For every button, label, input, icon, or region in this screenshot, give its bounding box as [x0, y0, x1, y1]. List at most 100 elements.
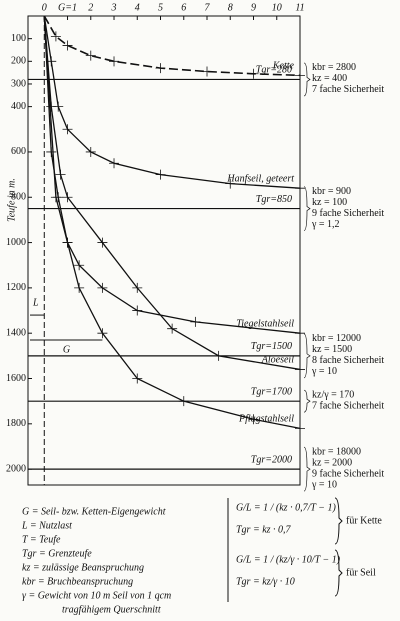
plot-frame: [27, 15, 301, 486]
marker: [46, 101, 57, 112]
formula: Tgr = kz · 0,7: [236, 524, 292, 535]
note-text: 7 fache Sicherheit: [312, 84, 384, 95]
note-brace: [303, 62, 311, 97]
marker: [62, 192, 73, 203]
marker: [248, 68, 259, 79]
x-tick-label: 6: [181, 2, 186, 13]
note-text: γ = 10: [311, 366, 337, 377]
y-axis-label: Teufe in m.: [6, 178, 17, 222]
x-tick-label: 7: [205, 2, 211, 13]
reference-label: Tgr=1700: [251, 386, 292, 397]
note-text: kz = 2000: [312, 457, 352, 468]
y-tick-label: 1400: [6, 327, 26, 338]
legend-note: G = Seil- bzw. Ketten-Eigengewicht: [22, 506, 166, 517]
marker: [46, 146, 57, 157]
formula-label: für Kette: [346, 515, 382, 526]
note-text: kbr = 900: [312, 186, 351, 197]
legend-note: tragfähigem Querschnitt: [62, 604, 161, 615]
note-text: kz/γ = 170: [312, 389, 354, 400]
note-text: 9 fache Sicherheit: [312, 468, 384, 479]
y-tick-label: 1800: [6, 418, 26, 429]
reference-label: Tgr=850: [256, 194, 292, 205]
marker: [167, 323, 178, 334]
series-line: [43, 15, 301, 189]
x-tick-label: 0: [42, 2, 47, 13]
marker: [55, 169, 66, 180]
marker: [132, 282, 143, 293]
reference-label: Tgr=1500: [251, 341, 292, 352]
marker: [50, 192, 61, 203]
reference-label: Tgr=280: [256, 65, 292, 76]
marker: [225, 178, 236, 189]
note-text: γ = 10: [311, 479, 337, 490]
marker: [155, 169, 166, 180]
marker: [295, 423, 305, 434]
legend-note: γ = Gewicht von 10 m Seil von 1 qcm: [22, 590, 171, 601]
marker: [190, 316, 201, 327]
note-text: kz = 400: [312, 73, 347, 84]
series-name: Pflugstahlseil: [238, 414, 294, 425]
series-line: [43, 15, 301, 429]
marker: [202, 66, 213, 77]
marker: [62, 124, 73, 135]
marker: [132, 373, 143, 384]
note-text: kbr = 18000: [312, 446, 361, 457]
note-brace: [303, 186, 311, 231]
marker: [295, 328, 305, 339]
series-name: Tiegelstahlseil: [236, 318, 294, 329]
formula-label: für Seil: [346, 567, 376, 578]
reference-label: Tgr=2000: [251, 454, 292, 465]
x-tick-label: 9: [251, 2, 256, 13]
note-text: kz = 1500: [312, 344, 352, 355]
marker: [295, 364, 305, 375]
x-tick-label: 2: [88, 2, 93, 13]
note-brace: [303, 333, 311, 379]
legend-note: kz = zulässige Beanspruchung: [22, 562, 144, 573]
series-name: Hanfseil, geteert: [226, 173, 294, 184]
y-tick-label: 2000: [6, 463, 26, 474]
marker: [74, 282, 85, 293]
x-tick-label: 4: [135, 2, 140, 13]
marker: [295, 183, 305, 194]
legend-note: kbr = Bruchbeanspruchung: [22, 576, 133, 587]
formula: G/L = 1 / (kz/γ · 10/T − 1): [236, 554, 341, 565]
y-tick-label: 1200: [6, 282, 26, 293]
marker: [295, 70, 305, 81]
marker: [50, 31, 61, 42]
formula-brace: [334, 497, 343, 545]
formula-brace: [334, 549, 343, 597]
marker: [97, 237, 108, 248]
note-text: 8 fache Sicherheit: [312, 355, 384, 366]
note-brace: [303, 446, 311, 492]
marker: [85, 146, 96, 157]
series-name: Aloëseil: [261, 355, 294, 366]
annotation: L: [32, 297, 39, 308]
series-name: Kette: [272, 61, 295, 72]
annotation: G: [63, 344, 70, 355]
note-text: γ = 1,2: [311, 219, 340, 230]
y-tick-label: 1000: [6, 237, 26, 248]
marker: [85, 50, 96, 61]
note-text: kbr = 12000: [312, 333, 361, 344]
y-tick-label: 100: [11, 33, 26, 44]
y-tick-label: 200: [11, 56, 26, 67]
marker: [97, 282, 108, 293]
x-tick-label: G=1: [58, 2, 77, 13]
x-tick-label: 11: [295, 2, 304, 13]
x-tick-label: 5: [158, 2, 163, 13]
x-tick-label: 3: [111, 2, 117, 13]
note-text: 9 fache Sicherheit: [312, 208, 384, 219]
marker: [109, 56, 120, 67]
x-tick-label: 8: [228, 2, 233, 13]
note-brace: [303, 389, 311, 413]
marker: [178, 396, 189, 407]
marker: [62, 40, 73, 51]
note-text: kz = 100: [312, 197, 347, 208]
y-tick-label: 400: [11, 101, 26, 112]
y-tick-label: 600: [11, 146, 26, 157]
marker: [62, 237, 73, 248]
marker: [213, 350, 224, 361]
marker: [248, 414, 259, 425]
series-line: [43, 15, 301, 77]
y-tick-label: 1600: [6, 373, 26, 384]
